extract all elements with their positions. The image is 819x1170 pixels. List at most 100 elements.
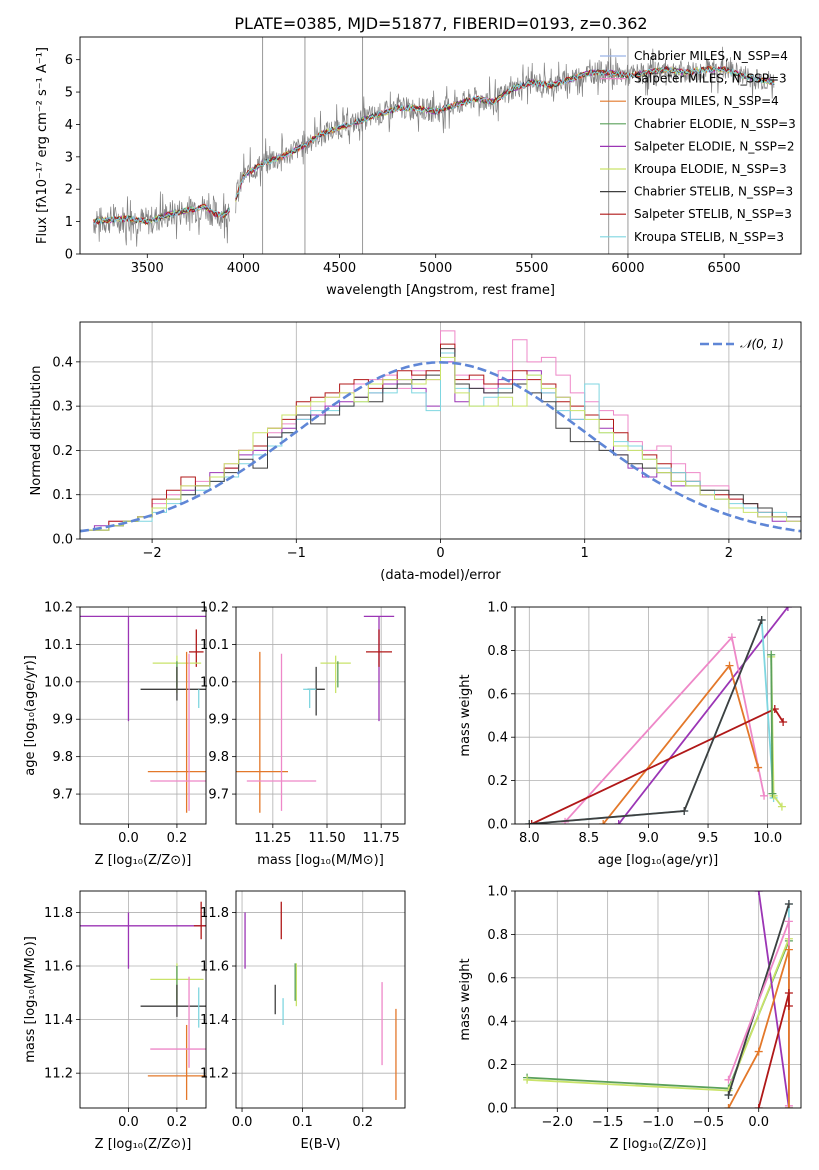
y-tick-label: 0.8 — [487, 644, 508, 659]
plus-marker — [724, 1104, 733, 1108]
plus-marker — [760, 791, 769, 800]
y-tick-label: 9.9 — [52, 713, 73, 728]
plus-marker — [784, 1104, 793, 1108]
y-axis-label: Normed distribution — [29, 366, 44, 496]
x-tick-label: 4500 — [323, 261, 356, 276]
errorbar-point — [150, 976, 206, 1068]
x-tick-label: 6500 — [708, 261, 741, 276]
plus-marker — [754, 763, 763, 772]
y-tick-label: 9.8 — [52, 750, 73, 765]
errorbar-point — [366, 629, 392, 667]
y-tick-label: 11.8 — [200, 906, 229, 921]
plot-area — [236, 607, 405, 824]
x-tick-label: −1.5 — [592, 1115, 624, 1130]
legend-entry: Salpeter STELIB, N_SSP=3 — [634, 207, 792, 221]
y-tick-label: 9.7 — [52, 788, 73, 803]
y-tick-label: 0.8 — [487, 928, 508, 943]
errorbar-point — [189, 629, 204, 667]
plus-marker — [527, 820, 536, 824]
y-tick-label: 1.0 — [487, 885, 508, 900]
y-tick-label: 4 — [65, 118, 73, 133]
legend-entry: Salpeter ELODIE, N_SSP=2 — [634, 139, 795, 153]
x-tick-label: 8.0 — [519, 831, 540, 846]
x-tick-label: 0.2 — [167, 831, 188, 846]
y-tick-label: 11.6 — [44, 960, 73, 975]
errorbar-point — [236, 651, 288, 813]
y-tick-label: 10.2 — [44, 601, 73, 616]
y-tick-label: 0.6 — [487, 687, 508, 702]
axes-mass_vs_ebv: 0.0 0.1 0.2 11.2 11.4 11.6 11.8 E(B-V) — [200, 890, 406, 1152]
x-axis-label: Z [log₁₀(Z/Z⊙)] — [610, 1137, 707, 1152]
errorbar-point — [150, 653, 206, 811]
axes-frame — [514, 606, 802, 825]
x-tick-label: 11.25 — [254, 831, 291, 846]
x-axis-label: (data-model)/error — [380, 568, 501, 583]
figure-title: PLATE=0385, MJD=51877, FIBERID=0193, z=0… — [234, 14, 647, 33]
x-tick-label: 11.50 — [308, 831, 345, 846]
y-tick-label: 11.4 — [200, 1013, 229, 1028]
plus-marker — [784, 917, 793, 926]
y-tick-label: 0.4 — [487, 731, 508, 746]
y-tick-label: 10.1 — [200, 638, 229, 653]
legend-entry: Chabrier STELIB, N_SSP=3 — [634, 185, 793, 199]
x-tick-label: 0.2 — [167, 1115, 188, 1130]
errorbar-point — [320, 655, 351, 694]
y-tick-label: 0.3 — [52, 400, 73, 415]
legend-entry: Kroupa MILES, N_SSP=4 — [634, 94, 779, 108]
plus-marker — [754, 1047, 763, 1056]
plus-marker — [784, 988, 793, 997]
y-tick-label: 0.4 — [487, 1015, 508, 1030]
axes-frame — [514, 890, 802, 1109]
legend-entry: Chabrier MILES, N_SSP=4 — [634, 49, 788, 63]
y-tick-label: 11.2 — [44, 1067, 73, 1082]
y-tick-label: 0.1 — [52, 488, 73, 503]
plot-area — [515, 891, 801, 1108]
histogram-6 — [80, 356, 801, 531]
weight-line-7 — [770, 654, 774, 794]
errorbar-point — [140, 666, 206, 701]
y-tick-label: 0 — [65, 248, 73, 263]
errorbar-point — [193, 901, 206, 940]
errorbar-point — [80, 615, 206, 722]
y-tick-label: 5 — [65, 86, 73, 101]
axes-frame — [79, 321, 802, 540]
axes-frame — [79, 890, 207, 1109]
plus-marker — [754, 1104, 763, 1108]
axes-frame — [235, 606, 406, 825]
y-tick-label: 9.9 — [208, 713, 229, 728]
x-tick-label: 0.2 — [352, 1115, 373, 1130]
x-tick-label: −1.0 — [642, 1115, 674, 1130]
plus-marker — [724, 1075, 733, 1084]
legend: Chabrier MILES, N_SSP=4 Salpeter MILES, N… — [600, 49, 796, 244]
y-tick-label: 6 — [65, 53, 73, 68]
y-tick-label: 0.4 — [52, 355, 73, 370]
x-tick-label: 0.0 — [118, 831, 139, 846]
x-axis-label: Z [log₁₀(Z/Z⊙)] — [95, 1137, 192, 1152]
plus-marker — [768, 789, 777, 798]
errorbar-point — [147, 651, 206, 813]
plus-marker — [599, 820, 608, 824]
x-axis-label: Z [log₁₀(Z/Z⊙)] — [95, 853, 192, 868]
axes-spectrum: 3500 4000 4500 5000 5500 6000 6500 0 1 2 3 4 5 6 wavel… — [35, 36, 802, 298]
plus-marker — [727, 633, 736, 642]
gaussian-curve — [80, 360, 801, 533]
y-tick-label: 0.2 — [487, 774, 508, 789]
plot-area — [80, 322, 801, 539]
plot-area — [515, 607, 801, 824]
legend-entry: Chabrier ELODIE, N_SSP=3 — [634, 117, 796, 131]
x-tick-label: 10.0 — [753, 831, 782, 846]
y-tick-label: 3 — [65, 150, 73, 165]
axes-weight_vs_Z: −2.0 −1.5 −1.0 −0.5 0.0 0.0 0.2 0.4 0.6 0.8 1.0 Z [… — [458, 885, 802, 1152]
plus-marker — [754, 891, 763, 895]
x-tick-label: 0 — [436, 546, 444, 561]
x-tick-label: 0.1 — [292, 1115, 313, 1130]
errorbar-point — [140, 984, 206, 1017]
plus-marker — [523, 1075, 532, 1084]
y-tick-label: 11.2 — [200, 1067, 229, 1082]
plus-marker — [777, 802, 786, 811]
plus-marker — [725, 661, 734, 670]
x-tick-label: 3500 — [131, 261, 164, 276]
plus-marker — [784, 1002, 793, 1011]
